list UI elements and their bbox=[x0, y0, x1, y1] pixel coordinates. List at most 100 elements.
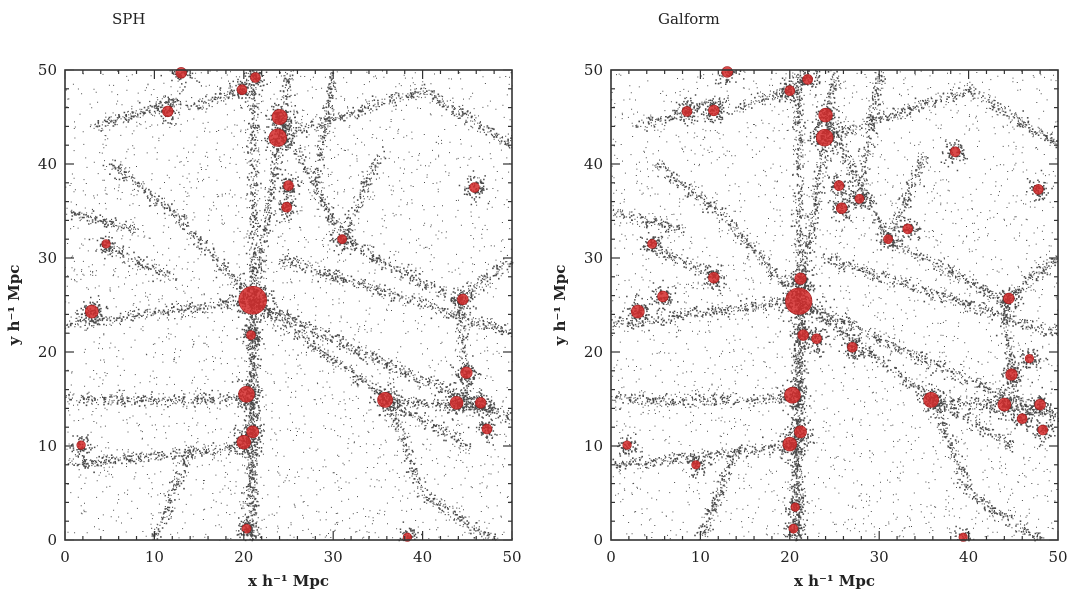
x-tick-label: 30 bbox=[324, 548, 343, 566]
galaxy-point bbox=[784, 386, 801, 404]
x-tick-label: 50 bbox=[1048, 548, 1067, 566]
galaxy-point bbox=[238, 385, 255, 403]
y-tick-label: 10 bbox=[584, 437, 603, 455]
galaxy-point bbox=[784, 85, 796, 96]
galaxy-point bbox=[782, 436, 797, 452]
galaxy-point bbox=[337, 234, 347, 245]
galaxy-point bbox=[85, 304, 99, 319]
galaxy-point bbox=[271, 109, 288, 125]
galaxies bbox=[76, 67, 493, 542]
x-tick-label: 50 bbox=[502, 548, 521, 566]
y-tick-label: 20 bbox=[584, 343, 603, 361]
galaxy-point bbox=[175, 67, 187, 79]
galaxy-point bbox=[449, 395, 464, 410]
galaxy-point bbox=[281, 201, 293, 213]
x-tick-label: 10 bbox=[145, 548, 164, 566]
galaxy-point bbox=[283, 180, 294, 191]
x-tick-label: 40 bbox=[413, 548, 432, 566]
galaxy-point bbox=[835, 202, 848, 214]
y-axis-label: y h⁻¹ Mpc bbox=[5, 265, 23, 347]
y-tick-label: 0 bbox=[593, 531, 603, 549]
galaxy-point bbox=[681, 106, 693, 117]
x-tick-label: 30 bbox=[870, 548, 889, 566]
galaxy-point bbox=[246, 425, 260, 439]
galaxy-point bbox=[785, 287, 813, 315]
y-tick-label: 0 bbox=[47, 531, 57, 549]
panel-title: Galform bbox=[658, 10, 720, 28]
galaxy-point bbox=[162, 105, 174, 118]
x-tick-label: 0 bbox=[60, 548, 70, 566]
x-axis-label: x h⁻¹ Mpc bbox=[794, 572, 875, 590]
galaxy-point bbox=[630, 304, 645, 319]
y-tick-label: 30 bbox=[584, 249, 603, 267]
galaxy-point bbox=[481, 423, 493, 435]
galaxy-point bbox=[847, 341, 858, 353]
galaxy-point bbox=[238, 285, 267, 315]
panel-galform: Galform 0 10 20 30 40 50 0 10 20 30 40 50 x h⁻¹ Mpc y … bbox=[551, 10, 1068, 590]
panel-title: SPH bbox=[112, 10, 145, 28]
galaxy-point bbox=[721, 66, 733, 78]
x-tick-label: 0 bbox=[606, 548, 616, 566]
galaxy-point bbox=[811, 333, 822, 345]
galaxy-point bbox=[794, 425, 807, 439]
galaxy-point bbox=[794, 272, 807, 285]
galaxy-point bbox=[997, 397, 1012, 412]
galaxy-point bbox=[902, 223, 914, 235]
panel-sph: SPH 0 10 20 30 40 50 0 10 20 30 40 50 x h⁻¹ Mpc y h⁻¹ … bbox=[5, 10, 522, 590]
galaxy-point bbox=[250, 72, 261, 83]
galaxy-point bbox=[1016, 413, 1028, 425]
galaxy-point bbox=[76, 440, 86, 450]
x-tick-label: 20 bbox=[234, 548, 253, 566]
galaxy-point bbox=[657, 290, 669, 303]
galaxy-point bbox=[797, 329, 809, 341]
ticks bbox=[610, 69, 1059, 541]
galaxy-point bbox=[802, 74, 814, 85]
galaxy-point bbox=[708, 104, 720, 117]
x-tick-label: 40 bbox=[959, 548, 978, 566]
x-axis-label: x h⁻¹ Mpc bbox=[248, 572, 329, 590]
galaxy-point bbox=[101, 239, 111, 249]
dark-matter-particles bbox=[65, 70, 514, 542]
galaxy-point bbox=[377, 391, 393, 408]
y-tick-label: 30 bbox=[38, 249, 57, 267]
galaxy-point bbox=[691, 460, 701, 470]
x-tick-label: 10 bbox=[691, 548, 710, 566]
ticks bbox=[64, 69, 513, 541]
galaxy-point bbox=[1034, 398, 1046, 411]
galaxy-point bbox=[460, 366, 473, 379]
dark-matter-particles bbox=[611, 70, 1059, 542]
galaxy-point bbox=[883, 234, 893, 245]
galaxy-point bbox=[708, 272, 720, 284]
galaxy-point bbox=[647, 238, 657, 249]
galaxy-point bbox=[854, 193, 865, 204]
galaxy-point bbox=[923, 391, 939, 408]
plot-frame bbox=[64, 69, 513, 541]
galaxy-point bbox=[788, 523, 799, 534]
y-tick-label: 50 bbox=[584, 61, 603, 79]
y-tick-label: 50 bbox=[38, 61, 57, 79]
galaxy-point bbox=[469, 182, 480, 193]
y-tick-label: 20 bbox=[38, 343, 57, 361]
dark-matter-path bbox=[611, 70, 1059, 542]
galaxy-point bbox=[818, 107, 833, 123]
galaxy-point bbox=[815, 129, 834, 147]
plot-frame bbox=[610, 69, 1059, 541]
galaxy-point bbox=[236, 435, 252, 450]
galaxy-point bbox=[1003, 292, 1015, 305]
y-tick-label: 10 bbox=[38, 437, 57, 455]
y-tick-label: 40 bbox=[584, 155, 603, 173]
galaxy-point bbox=[949, 146, 961, 158]
galaxy-point bbox=[268, 128, 287, 147]
galaxy-point bbox=[622, 440, 632, 450]
galaxy-point bbox=[246, 330, 256, 340]
galaxy-point bbox=[790, 502, 800, 512]
galaxy-point bbox=[457, 293, 469, 306]
galaxy-point bbox=[1037, 424, 1049, 436]
galaxy-point bbox=[236, 84, 248, 95]
y-axis-label: y h⁻¹ Mpc bbox=[551, 265, 569, 347]
galaxy-point bbox=[1005, 368, 1018, 381]
galaxy-point bbox=[1033, 184, 1044, 195]
x-tick-label: 20 bbox=[780, 548, 799, 566]
dark-matter-path bbox=[65, 70, 514, 542]
